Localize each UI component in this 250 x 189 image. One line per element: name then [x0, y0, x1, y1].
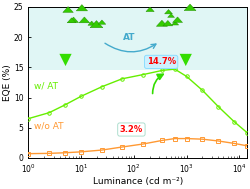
Polygon shape [172, 17, 182, 22]
Text: w/o AT: w/o AT [34, 122, 64, 131]
Polygon shape [184, 4, 195, 11]
Bar [28, 7, 246, 70]
X-axis label: Luminance (cd m⁻²): Luminance (cd m⁻²) [92, 177, 182, 186]
Polygon shape [88, 21, 95, 25]
Polygon shape [79, 17, 89, 23]
Text: 3.2%: 3.2% [119, 125, 142, 134]
Polygon shape [164, 9, 172, 14]
Text: AT: AT [122, 33, 134, 42]
Polygon shape [162, 20, 172, 26]
Polygon shape [98, 20, 105, 24]
Polygon shape [68, 17, 78, 23]
Polygon shape [67, 18, 76, 23]
Text: w/ AT: w/ AT [34, 81, 58, 91]
Polygon shape [76, 5, 87, 11]
Y-axis label: EQE (%): EQE (%) [4, 64, 13, 101]
Polygon shape [171, 21, 178, 25]
Polygon shape [156, 20, 167, 26]
Polygon shape [146, 7, 154, 12]
Text: 14.7%: 14.7% [146, 57, 175, 66]
Polygon shape [167, 14, 174, 17]
Polygon shape [90, 21, 102, 28]
Polygon shape [62, 7, 73, 12]
